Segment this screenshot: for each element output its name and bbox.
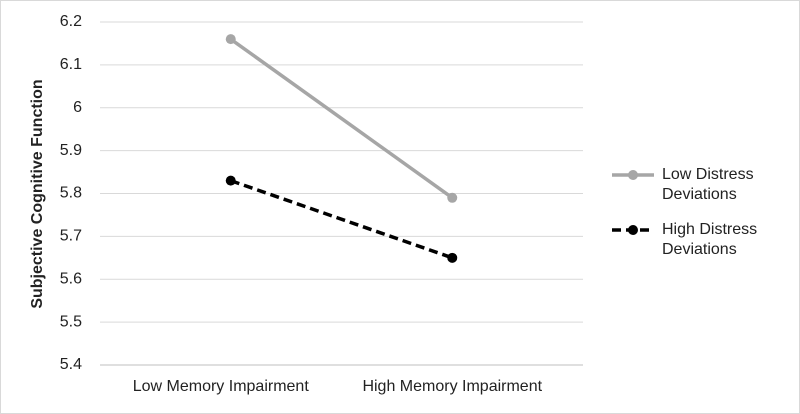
point: [447, 252, 458, 263]
y-tick-label: 5.4: [60, 356, 82, 373]
point: [225, 34, 236, 45]
y-tick-label: 6.1: [60, 56, 82, 73]
series-line: [229, 37, 454, 200]
series-line: [230, 178, 453, 260]
legend-label: High Distress Deviations: [662, 221, 758, 258]
legend-label: Low Distress Deviations: [662, 166, 754, 203]
x-tick-label: Low Memory Impairment: [133, 378, 310, 395]
legend-marker: [628, 225, 638, 235]
y-tick-label: 5.9: [60, 142, 82, 159]
y-tick-label: 5.7: [60, 228, 82, 245]
y-tick-label: 5.8: [60, 185, 82, 202]
y-axis-label: Subjective Cognitive Function: [29, 79, 46, 308]
y-tick-label: 6.2: [60, 13, 82, 30]
y-tick-label: 5.5: [60, 313, 82, 330]
legend-marker: [628, 170, 638, 180]
y-tick-label: 6: [73, 99, 82, 116]
y-tick-label: 5.6: [60, 270, 82, 287]
x-tick-label: High Memory Impairment: [362, 378, 542, 395]
point: [225, 175, 236, 186]
point: [447, 192, 458, 203]
